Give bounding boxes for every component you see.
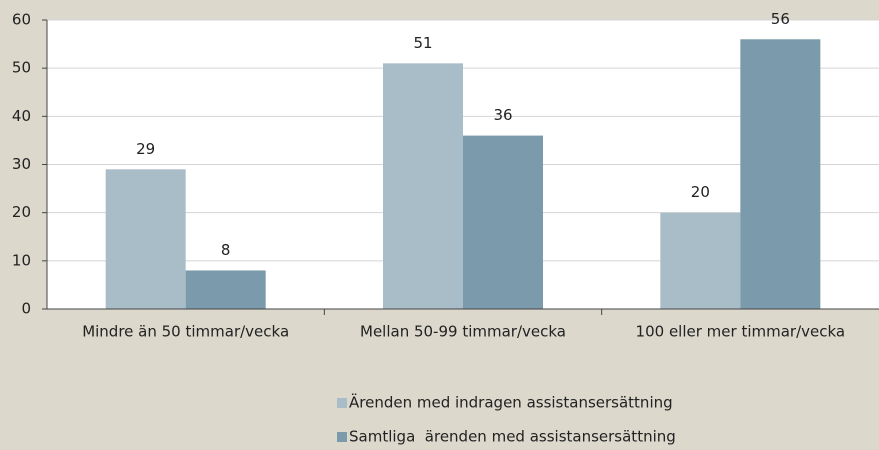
data-label: 56 — [771, 10, 790, 28]
bar — [740, 39, 821, 310]
legend-swatch — [337, 432, 347, 442]
y-tick-label: 30 — [12, 155, 31, 173]
data-label: 20 — [691, 183, 710, 201]
legend-label: Ärenden med indragen assistansersättning — [349, 393, 673, 412]
x-tick-label: Mindre än 50 timmar/vecka — [82, 323, 289, 341]
y-tick-label: 10 — [12, 251, 31, 269]
bar — [660, 212, 741, 309]
y-tick-label: 50 — [12, 59, 31, 77]
y-tick-label: 20 — [12, 203, 31, 221]
legend-label: Samtliga ärenden med assistansersättning — [349, 428, 676, 446]
y-tick-label: 0 — [21, 300, 31, 318]
data-label: 29 — [136, 140, 155, 158]
data-label: 51 — [413, 34, 432, 52]
bar — [383, 63, 463, 309]
bar — [463, 135, 543, 309]
data-label: 36 — [493, 106, 512, 124]
legend-swatch — [337, 398, 347, 408]
y-tick-label: 40 — [12, 107, 31, 125]
bar — [105, 169, 186, 309]
x-tick-label: Mellan 50-99 timmar/vecka — [360, 323, 566, 341]
x-tick-label: 100 eller mer timmar/vecka — [636, 323, 846, 341]
data-label: 8 — [221, 241, 231, 259]
bar — [185, 270, 266, 309]
y-tick-label: 60 — [12, 11, 31, 29]
